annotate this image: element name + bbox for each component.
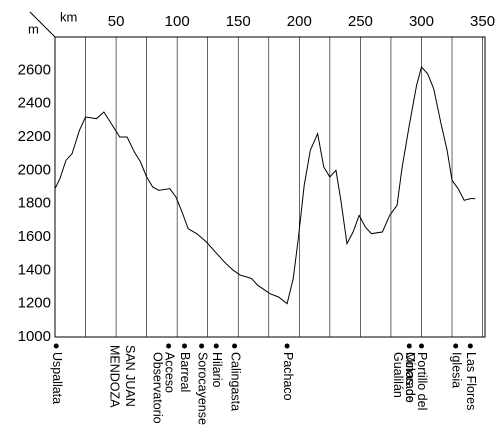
x-tick-label: 250 (348, 13, 373, 30)
place-marker (53, 343, 59, 349)
place-marker (418, 343, 424, 349)
x-tick-label: 300 (409, 13, 434, 30)
y-tick-label: 1600 (18, 228, 51, 245)
y-tick-label: 1200 (18, 295, 51, 312)
place-marker (467, 343, 473, 349)
y-tick-label: 1400 (18, 261, 51, 278)
place-label: Las Flores (464, 352, 478, 410)
place-label: Minas de (403, 352, 417, 403)
place-marker (166, 343, 172, 349)
elevation-line (54, 65, 476, 305)
place-label: Observatorio (150, 352, 164, 424)
place-label: Uspallata (50, 352, 64, 404)
y-tick-label: 2000 (18, 161, 51, 178)
place-marker (453, 343, 459, 349)
y-tick-label: 2600 (18, 61, 51, 78)
corner-line (29, 11, 56, 38)
plot-frame (54, 36, 486, 338)
y-tick-label: 2400 (18, 95, 51, 112)
place-marker (199, 343, 205, 349)
x-tick-label: 350 (470, 13, 495, 30)
x-tick-label: 150 (226, 13, 251, 30)
place-label: Colorado (403, 352, 417, 403)
x-tick-label: 50 (108, 13, 125, 30)
x-tick-label: 200 (287, 13, 312, 30)
place-label: Portillo del (415, 352, 429, 410)
place-marker (406, 343, 412, 349)
place-label: SAN JUAN (123, 345, 137, 407)
place-label: MENDOZA (107, 345, 121, 408)
place-marker (181, 343, 187, 349)
y-tick-label: 1000 (18, 328, 51, 345)
place-label: Sorocayense (195, 352, 209, 425)
place-label: Calingasta (228, 352, 242, 411)
place-label: Iglesia (449, 352, 463, 388)
place-label: Acceso (162, 352, 176, 393)
place-marker (213, 343, 219, 349)
x-tick-label: 100 (165, 13, 190, 30)
place-marker (284, 343, 290, 349)
place-label: Hilario (210, 352, 224, 387)
y-tick-label: 2200 (18, 128, 51, 145)
y-axis-label: m (28, 21, 39, 36)
place-label: Gualilán (391, 352, 405, 398)
x-axis-label: km (60, 9, 77, 24)
y-tick-label: 1800 (18, 195, 51, 212)
place-label: Pachaco (281, 352, 295, 401)
place-label: Barreal (178, 352, 192, 392)
place-marker (232, 343, 238, 349)
